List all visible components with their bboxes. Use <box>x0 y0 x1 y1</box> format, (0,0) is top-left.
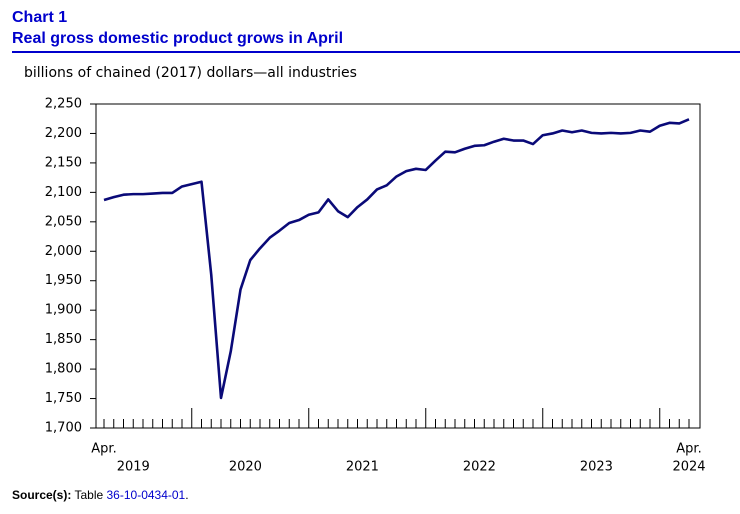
x-year-label: 2021 <box>346 460 379 475</box>
source-label: Source(s): <box>12 488 71 502</box>
data-line <box>103 118 690 400</box>
y-tick-label: 1,950 <box>45 273 82 288</box>
chart-subtitle: Real gross domestic product grows in Apr… <box>12 30 343 47</box>
y-axis-label: billions of chained (2017) dollars—all i… <box>24 65 357 81</box>
source-text: Table <box>74 488 103 502</box>
y-tick-label: 1,750 <box>45 391 82 406</box>
x-year-label: 2019 <box>117 460 150 475</box>
y-tick-label: 1,800 <box>45 362 82 377</box>
y-tick-label: 1,850 <box>45 332 82 347</box>
x-tick-label: Apr. <box>91 442 116 457</box>
x-year-label: 2022 <box>463 460 496 475</box>
y-tick-label: 2,100 <box>45 185 82 200</box>
plot-frame <box>95 103 701 429</box>
x-year-label: 2023 <box>580 460 613 475</box>
y-tick-label: 1,700 <box>45 421 82 436</box>
y-tick-label: 1,900 <box>45 303 82 318</box>
y-tick-label: 2,200 <box>45 126 82 141</box>
source-link[interactable]: 36-10-0434-01 <box>107 488 186 502</box>
x-tick-label: Apr. <box>676 442 701 457</box>
y-tick-label: 2,250 <box>45 97 82 112</box>
x-year-label: 2024 <box>672 460 705 475</box>
source: Source(s): Table 36-10-0434-01. <box>12 488 189 502</box>
y-tick-label: 2,150 <box>45 155 82 170</box>
x-year-label: 2020 <box>229 460 262 475</box>
y-tick-label: 2,050 <box>45 214 82 229</box>
y-tick-label: 2,000 <box>45 244 82 259</box>
chart-title: Chart 1 <box>12 9 67 26</box>
source-end: . <box>185 488 188 502</box>
